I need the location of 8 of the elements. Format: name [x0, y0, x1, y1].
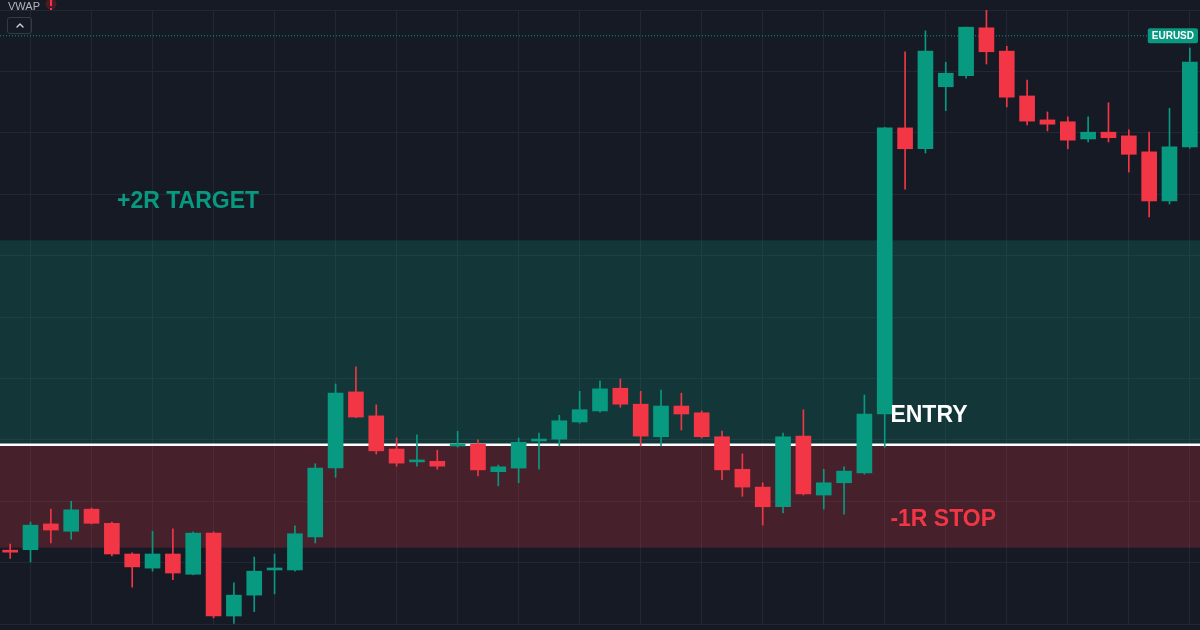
ref-line-label: ENTRY — [890, 401, 968, 428]
annotation: VWAP — [8, 0, 40, 12]
candlestick — [897, 51, 913, 190]
candlestick — [43, 508, 59, 544]
band-label: +2R TARGET — [117, 186, 260, 213]
candlestick — [836, 466, 852, 515]
ref-line-label: EURUSD — [1151, 30, 1195, 42]
band-label: -1R STOP — [890, 505, 997, 532]
